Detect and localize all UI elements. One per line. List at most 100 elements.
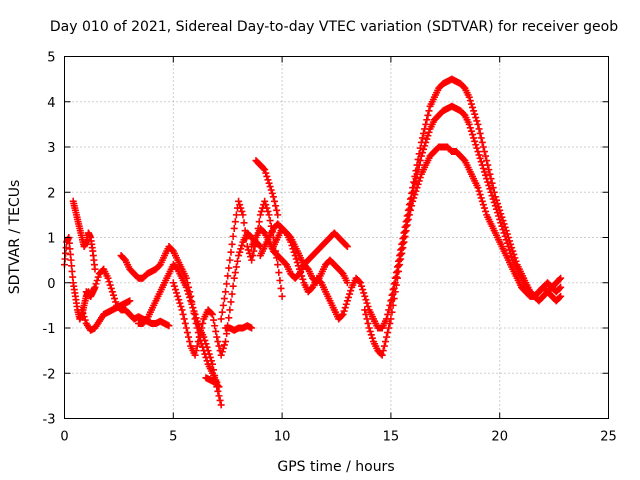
data-point [269, 193, 277, 201]
data-point [363, 299, 371, 307]
data-point [228, 290, 236, 298]
data-point [249, 252, 257, 260]
data-point [194, 321, 202, 329]
data-point [346, 290, 354, 298]
data-point [186, 293, 194, 301]
data-point [478, 197, 486, 205]
data-point [274, 261, 282, 269]
data-point [299, 275, 307, 283]
data-point [488, 192, 496, 200]
data-point [105, 278, 113, 286]
data-point [355, 278, 363, 286]
data-point [214, 382, 222, 390]
data-point [478, 138, 486, 146]
data-point [287, 238, 295, 246]
data-point [191, 351, 199, 359]
data-point [217, 315, 225, 323]
data-point [107, 284, 115, 292]
x-tick-label: 5 [169, 430, 177, 445]
data-point [78, 306, 86, 314]
data-point [291, 252, 299, 260]
data-point [364, 303, 372, 311]
x-tick-label: 0 [60, 430, 68, 445]
data-point [194, 338, 202, 346]
data-point [482, 207, 490, 215]
data-point [556, 293, 564, 301]
data-point [170, 282, 178, 290]
data-point [383, 333, 391, 341]
data-point [475, 125, 483, 133]
data-point [423, 135, 431, 143]
data-point [497, 219, 505, 227]
data-point [261, 166, 269, 174]
data-point [342, 300, 350, 308]
data-point [233, 257, 241, 265]
data-point [290, 248, 298, 256]
series-track-7 [169, 229, 264, 359]
data-point [186, 338, 194, 346]
data-point [484, 178, 492, 186]
data-point [474, 120, 482, 128]
data-point [256, 211, 264, 219]
data-point [232, 263, 240, 271]
data-point [472, 114, 480, 122]
data-point [480, 148, 488, 156]
data-point [236, 248, 244, 256]
data-point [111, 295, 119, 303]
data-point [362, 310, 370, 318]
data-point [112, 298, 120, 306]
data-point [217, 351, 225, 359]
data-point [231, 218, 239, 226]
data-point [108, 288, 116, 296]
data-point [215, 342, 223, 350]
data-point [235, 197, 243, 205]
data-point [482, 171, 490, 179]
data-point [466, 97, 474, 105]
data-point [483, 175, 491, 183]
x-tick-label: 20 [491, 430, 508, 445]
data-points [61, 75, 565, 409]
data-point [504, 243, 512, 251]
data-point [197, 329, 204, 337]
data-point [222, 338, 230, 346]
data-point [476, 191, 484, 199]
data-point [378, 351, 386, 359]
data-point [229, 282, 237, 290]
data-point [210, 366, 218, 374]
data-point [421, 142, 429, 150]
data-point [226, 306, 234, 314]
y-axis-label: SDTVAR / TECUs [7, 180, 23, 295]
data-point [227, 298, 235, 306]
data-point [343, 279, 351, 287]
data-point [475, 187, 483, 195]
data-point [395, 262, 403, 270]
data-point [344, 293, 352, 301]
data-point [262, 169, 270, 177]
data-point [230, 274, 238, 282]
data-point [475, 151, 483, 159]
data-point [422, 138, 430, 146]
data-point [92, 280, 100, 288]
data-point [479, 143, 487, 151]
data-point [207, 357, 215, 365]
data-point [176, 299, 184, 307]
data-point [418, 149, 426, 157]
data-point [474, 148, 482, 156]
data-point [208, 310, 216, 318]
data-point [230, 224, 238, 232]
data-point [206, 353, 214, 361]
data-point [237, 245, 245, 253]
data-point [267, 186, 275, 194]
data-point [182, 324, 190, 332]
data-point [368, 334, 376, 342]
y-tick-label: -1 [43, 322, 56, 337]
data-point [80, 313, 88, 321]
data-point [414, 180, 422, 188]
data-point [483, 157, 491, 165]
data-point [496, 215, 504, 223]
data-point [229, 232, 237, 240]
data-point [228, 240, 236, 248]
data-point [469, 103, 476, 111]
data-point [467, 127, 475, 135]
